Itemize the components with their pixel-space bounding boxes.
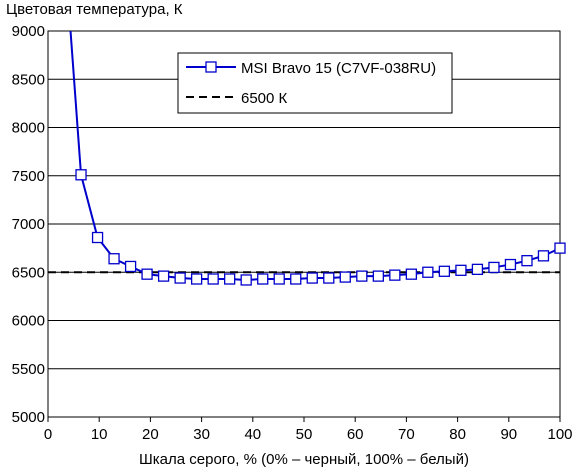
x-tick-label: 80 xyxy=(449,426,466,443)
y-tick-label: 6500 xyxy=(12,264,45,281)
x-tick-label: 70 xyxy=(398,426,415,443)
data-point xyxy=(273,273,285,285)
data-point xyxy=(190,273,203,285)
x-tick-label: 30 xyxy=(193,426,210,443)
y-tick-label: 8500 xyxy=(12,71,45,88)
data-point xyxy=(124,260,137,273)
x-tick-label: 50 xyxy=(296,426,313,443)
data-point xyxy=(157,270,170,282)
y-tick-labels: 5000 5500 6000 6500 7000 7500 8000 8500 9000 xyxy=(12,23,45,426)
grid-lines xyxy=(48,78,560,370)
y-axis-label: Цветовая температура, К xyxy=(6,1,183,18)
data-point xyxy=(438,265,451,277)
data-point xyxy=(389,269,401,281)
data-point xyxy=(488,261,500,274)
y-tick-label: 5000 xyxy=(12,409,45,426)
data-point xyxy=(455,264,467,276)
legend: MSI Bravo 15 (C7VF-038RU) 6500 К xyxy=(177,52,453,114)
data-point xyxy=(339,271,351,283)
x-tick-label: 40 xyxy=(244,426,261,443)
data-point xyxy=(422,266,434,278)
legend-box xyxy=(177,52,453,114)
data-point xyxy=(471,263,484,276)
y-tick-label: 8000 xyxy=(12,120,45,137)
x-tick-label: 60 xyxy=(347,426,364,443)
x-tick-label: 20 xyxy=(142,426,159,443)
data-point xyxy=(521,255,533,267)
data-point xyxy=(224,273,236,285)
x-tick-label: 100 xyxy=(547,426,572,443)
data-point xyxy=(108,253,120,265)
data-point xyxy=(323,272,335,284)
data-point xyxy=(290,273,302,285)
legend-label-msi: MSI Bravo 15 (C7VF-038RU) xyxy=(241,60,436,77)
legend-marker-msi xyxy=(205,61,217,73)
y-tick-label: 6000 xyxy=(12,313,45,330)
data-point xyxy=(554,242,566,254)
data-point xyxy=(174,272,186,284)
data-point xyxy=(372,270,384,282)
data-point xyxy=(405,268,418,280)
data-point xyxy=(257,273,269,285)
y-tick-label: 9000 xyxy=(12,23,45,40)
x-axis-label: Шкала серого, % (0% – черный, 100% – бел… xyxy=(139,451,469,468)
y-tick-label: 7500 xyxy=(12,168,45,185)
x-tick-label: 90 xyxy=(500,426,517,443)
data-point xyxy=(504,258,517,271)
data-point xyxy=(207,273,219,285)
x-tick-labels: 0 10 20 30 40 50 60 70 80 90 100 xyxy=(44,417,573,443)
y-tick-label: 5500 xyxy=(12,361,45,378)
x-tick-label: 10 xyxy=(91,426,108,443)
data-point xyxy=(240,274,252,286)
data-point xyxy=(91,231,104,244)
legend-label-6500: 6500 К xyxy=(241,90,288,107)
y-tick-label: 7000 xyxy=(12,216,45,233)
data-point xyxy=(141,268,153,280)
x-tick-label: 0 xyxy=(44,426,52,443)
data-point xyxy=(356,270,368,282)
plot-series xyxy=(48,30,566,286)
data-point xyxy=(75,169,87,181)
data-point xyxy=(306,272,318,284)
data-point xyxy=(537,250,550,262)
